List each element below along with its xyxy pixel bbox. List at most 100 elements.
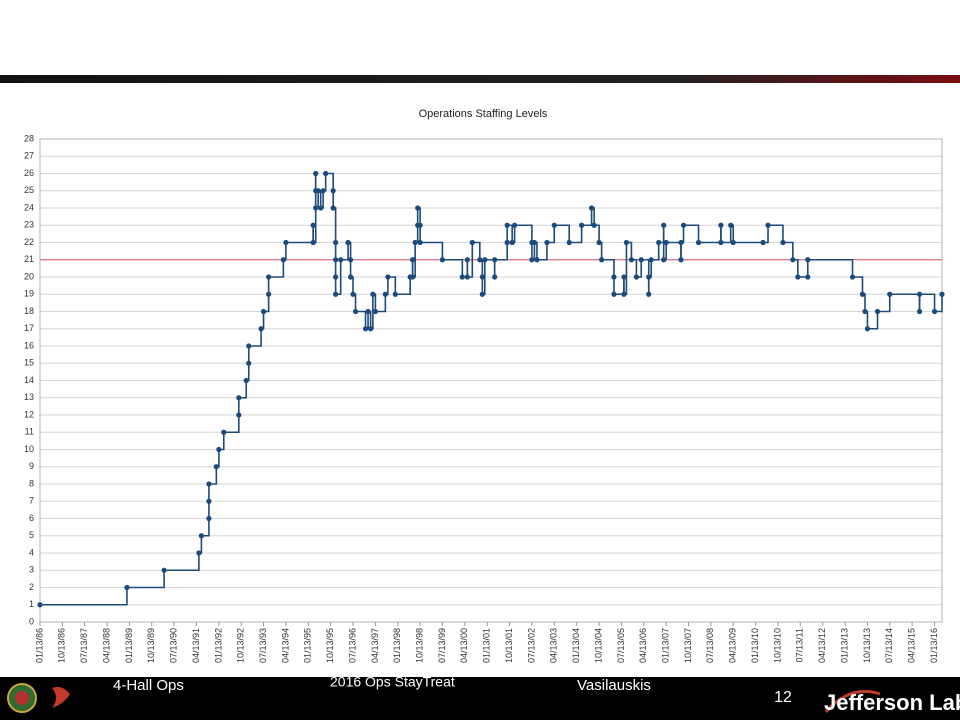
line-segment xyxy=(164,553,200,572)
y-tick-label: 8 xyxy=(29,478,34,488)
line-segment xyxy=(263,294,270,313)
point xyxy=(417,222,423,228)
jlab-logo-text: Jefferson Lab xyxy=(824,690,960,715)
line-segment xyxy=(223,415,240,434)
header-bar xyxy=(0,75,960,83)
point xyxy=(916,291,923,297)
y-tick-label: 7 xyxy=(29,496,34,506)
point xyxy=(504,222,510,228)
x-tick-label: 10/13/89 xyxy=(146,628,156,663)
point xyxy=(310,222,316,228)
point xyxy=(345,239,351,246)
y-tick-label: 3 xyxy=(29,565,34,575)
point xyxy=(511,222,518,228)
y-tick-label: 23 xyxy=(24,220,34,230)
y-tick-label: 10 xyxy=(24,444,34,454)
point xyxy=(283,239,289,246)
point xyxy=(320,188,326,194)
line-segment xyxy=(554,224,571,243)
point xyxy=(492,257,498,263)
point xyxy=(313,170,319,177)
x-tick-label: 04/13/91 xyxy=(191,628,201,663)
line-segment xyxy=(268,259,285,278)
y-tick-label: 4 xyxy=(29,547,34,557)
point xyxy=(196,550,202,556)
line-segment xyxy=(680,225,685,244)
point xyxy=(236,412,242,418)
y-tick-label: 2 xyxy=(29,582,34,592)
line-segment xyxy=(246,363,250,382)
point xyxy=(661,257,667,263)
line-segment xyxy=(350,276,354,295)
x-tick-label: 04/13/09 xyxy=(728,628,738,663)
point xyxy=(161,567,167,573)
point xyxy=(333,291,339,297)
plot-frame xyxy=(39,138,943,623)
point xyxy=(874,308,881,315)
point xyxy=(695,239,702,246)
line-segment xyxy=(387,276,397,295)
line-segment xyxy=(494,242,508,261)
line-segment xyxy=(889,293,921,312)
x-tick-label: 10/13/04 xyxy=(593,628,603,663)
point xyxy=(206,498,212,504)
point xyxy=(318,205,324,211)
point xyxy=(333,239,339,246)
plot: 0123456789101112131415161718192021222324… xyxy=(24,133,945,663)
point xyxy=(347,274,354,280)
x-tick-label: 01/13/95 xyxy=(303,628,313,663)
line-segment xyxy=(514,224,533,243)
point xyxy=(410,257,416,263)
line-segment xyxy=(201,518,210,537)
point xyxy=(566,239,572,246)
x-tick-label: 01/13/16 xyxy=(929,628,939,663)
x-tick-label: 07/13/05 xyxy=(616,628,626,663)
line-segment xyxy=(375,294,387,313)
line-segment xyxy=(323,173,327,192)
x-tick-label: 01/13/07 xyxy=(661,628,671,663)
line-segment xyxy=(877,294,891,313)
line-segment xyxy=(919,293,936,312)
x-tick-label: 04/13/00 xyxy=(459,628,469,663)
y-tick-label: 6 xyxy=(29,513,34,523)
line-segment xyxy=(479,258,484,277)
line-segment xyxy=(261,311,265,330)
point xyxy=(646,274,652,280)
point xyxy=(623,239,630,246)
point xyxy=(439,257,446,263)
footer-center: 2016 Ops StayTreat xyxy=(330,674,455,690)
line-segment xyxy=(601,258,615,277)
line-segment xyxy=(218,432,225,451)
point xyxy=(621,274,627,280)
y-tick-label: 25 xyxy=(24,185,34,195)
line-segment xyxy=(581,208,593,227)
x-tick-label: 07/13/90 xyxy=(168,628,178,663)
line-segment xyxy=(238,380,248,399)
point xyxy=(333,274,339,280)
point xyxy=(621,291,627,297)
point xyxy=(730,239,736,246)
y-tick-label: 19 xyxy=(24,289,34,299)
point xyxy=(323,170,329,177)
point xyxy=(663,239,669,246)
line-segment xyxy=(325,172,334,191)
point xyxy=(330,188,336,194)
line-segment xyxy=(216,449,220,468)
point xyxy=(365,308,371,315)
line-segment xyxy=(385,277,389,296)
line-segment xyxy=(248,328,262,347)
line-segment xyxy=(698,225,722,244)
y-tick-label: 9 xyxy=(29,461,34,471)
point xyxy=(509,239,515,246)
line-segment xyxy=(420,241,444,260)
line-segment xyxy=(208,466,218,485)
point xyxy=(385,274,391,280)
point xyxy=(338,257,344,263)
point xyxy=(864,326,871,332)
x-tick-label: 01/13/89 xyxy=(124,628,134,663)
line-segment xyxy=(852,276,864,295)
point xyxy=(628,257,635,263)
line-segment xyxy=(484,258,496,277)
point xyxy=(350,291,356,297)
